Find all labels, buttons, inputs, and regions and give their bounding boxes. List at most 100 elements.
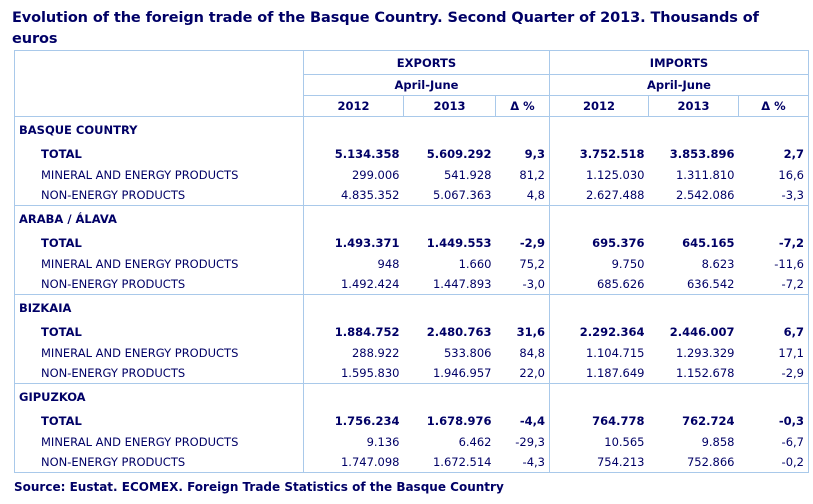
table-row: TOTAL 1.493.371 1.449.553 -2,9 695.376 645.16… [14,232,809,254]
table-row: MINERAL AND ENERGY PRODUCTS 299.006 541.92… [14,165,809,185]
region-name: BIZKAIA [14,294,304,321]
value-cell: 645.165 [682,236,735,250]
header-exports-2013: 2013 [403,95,496,117]
value-cell: 75,2 [495,254,550,274]
value-cell: 1.125.030 [585,168,645,182]
foreign-trade-table: EXPORTS IMPORTS April-June April-June 20… [14,50,809,473]
region-name: BASQUE COUNTRY [14,116,304,143]
value-cell: -2,9 [738,363,809,384]
value-cell: 1.104.715 [585,346,645,360]
value-cell: 2.480.763 [426,325,492,339]
header-imports: IMPORTS [549,50,809,75]
row-label: NON-ENERGY PRODUCTS [14,363,304,384]
table-row: MINERAL AND ENERGY PRODUCTS 948 1.660 75,2 9… [14,254,809,274]
value-cell: -0,3 [778,414,804,428]
value-cell: 636.542 [648,274,739,295]
table-row: MINERAL AND ENERGY PRODUCTS 9.136 6.462 -29… [14,432,809,452]
table-row: TOTAL 1.884.752 2.480.763 31,6 2.292.364 2.44… [14,321,809,343]
value-cell: 2.542.086 [648,185,739,206]
value-cell: 1.595.830 [303,363,404,384]
value-cell: 1.672.514 [403,452,496,473]
header-exports: EXPORTS [303,50,550,75]
value-cell: 6.462 [458,435,492,449]
value-cell: 1.152.678 [648,363,739,384]
value-cell: 4.835.352 [303,185,404,206]
header-exports-change: Δ % [495,95,550,117]
value-cell: 1.660 [458,257,492,271]
value-cell: -4,3 [495,452,550,473]
row-label: MINERAL AND ENERGY PRODUCTS [14,432,304,452]
value-cell: -3,3 [738,185,809,206]
header-imports-2012: 2012 [549,95,649,117]
value-cell: 1.678.976 [426,414,492,428]
table-row: NON-ENERGY PRODUCTS 1.492.424 1.447.893 -3,… [14,274,809,295]
value-cell: 1.311.810 [675,168,735,182]
value-cell: 1.293.329 [675,346,735,360]
row-label: MINERAL AND ENERGY PRODUCTS [14,165,304,185]
value-cell: 288.922 [351,346,400,360]
value-cell: 541.928 [443,168,492,182]
row-label: MINERAL AND ENERGY PRODUCTS [14,254,304,274]
value-cell: -6,7 [781,435,804,449]
value-cell: 764.778 [592,414,645,428]
value-cell: 1.884.752 [334,325,400,339]
value-cell: 1.756.234 [334,414,400,428]
header-exports-period: April-June [303,74,550,96]
row-label: TOTAL [14,410,304,432]
value-cell: 1.492.424 [303,274,404,295]
region-name: ARABA / ÁLAVA [14,205,304,232]
value-cell: 1.946.957 [403,363,496,384]
row-label: NON-ENERGY PRODUCTS [14,274,304,295]
value-cell: 762.724 [682,414,735,428]
value-cell: 10.565 [604,435,645,449]
table-row: TOTAL 1.756.234 1.678.976 -4,4 764.778 762.72… [14,410,809,432]
row-label: NON-ENERGY PRODUCTS [14,185,304,206]
value-cell: 1.187.649 [549,363,649,384]
table-row: TOTAL 5.134.358 5.609.292 9,3 3.752.518 3.853… [14,143,809,165]
value-cell: 84,8 [495,343,550,363]
header-blank [14,50,304,117]
value-cell: 685.626 [549,274,649,295]
header-imports-2013: 2013 [648,95,739,117]
value-cell: 2.446.007 [669,325,735,339]
row-label: NON-ENERGY PRODUCTS [14,452,304,473]
value-cell: 16,6 [778,168,804,182]
value-cell: 752.866 [648,452,739,473]
value-cell: -0,2 [738,452,809,473]
source-note: Source: Eustat. ECOMEX. Foreign Trade St… [14,480,504,494]
table-row: MINERAL AND ENERGY PRODUCTS 288.922 533.80… [14,343,809,363]
table-title: Evolution of the foreign trade of the Ba… [12,10,759,47]
value-cell: 533.806 [443,346,492,360]
value-cell: 31,6 [495,321,550,343]
header-imports-period: April-June [549,74,809,96]
value-cell: -29,3 [495,432,550,452]
value-cell: 2.292.364 [579,325,645,339]
value-cell: 6,7 [783,325,804,339]
value-cell: 81,2 [495,165,550,185]
table-row: NON-ENERGY PRODUCTS 1.747.098 1.672.514 -4,… [14,452,809,473]
value-cell: 8.623 [701,257,735,271]
value-cell: 4,8 [495,185,550,206]
region-heading-row: BASQUE COUNTRY [14,116,809,143]
value-cell: 1.447.893 [403,274,496,295]
value-cell: -7,2 [738,274,809,295]
value-cell: -11,6 [774,257,804,271]
value-cell: 9.858 [701,435,735,449]
value-cell: 17,1 [778,346,804,360]
row-label: TOTAL [14,143,304,165]
value-cell: 695.376 [592,236,645,250]
value-cell: -2,9 [495,232,550,254]
value-cell: 1.747.098 [303,452,404,473]
value-cell: -7,2 [778,236,804,250]
row-label: TOTAL [14,232,304,254]
value-cell: 2.627.488 [549,185,649,206]
value-cell: 3.752.518 [579,147,645,161]
table-row: NON-ENERGY PRODUCTS 1.595.830 1.946.957 22,… [14,363,809,384]
row-label: TOTAL [14,321,304,343]
value-cell: 3.853.896 [669,147,735,161]
value-cell: 754.213 [549,452,649,473]
value-cell: 5.067.363 [403,185,496,206]
value-cell: 22,0 [495,363,550,384]
value-cell: 948 [377,257,400,271]
value-cell: 9,3 [495,143,550,165]
